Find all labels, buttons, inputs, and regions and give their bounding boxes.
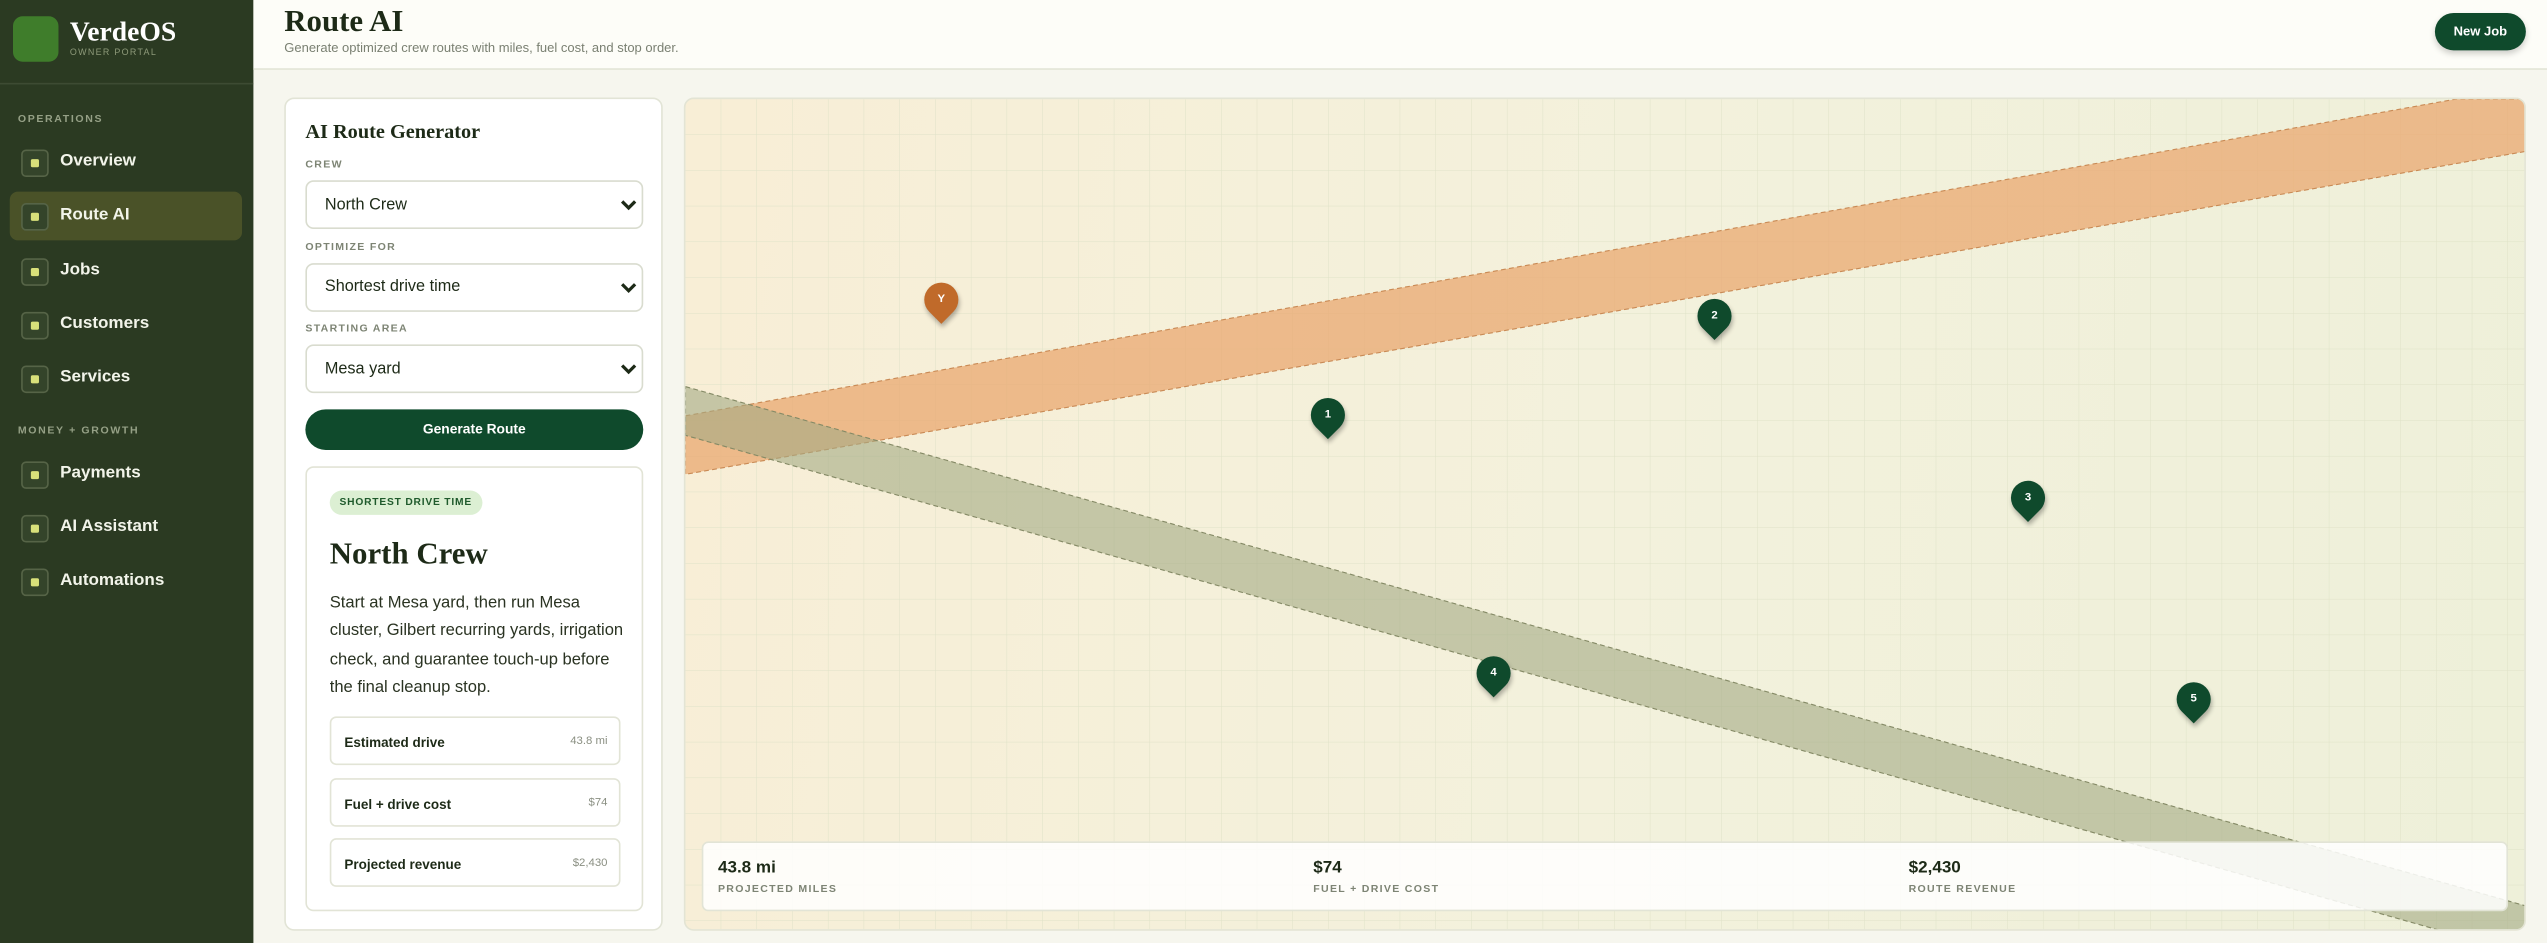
- nav-item[interactable]: Payments: [10, 449, 242, 498]
- section-label: OPERATIONS: [17, 113, 104, 126]
- map-pin: 1: [1302, 390, 1352, 440]
- metric-label: Fuel + drive cost: [344, 795, 452, 812]
- nav-item[interactable]: Services: [10, 354, 242, 403]
- map-pin: 3: [2003, 473, 2052, 522]
- field-select[interactable]: Mesa yard: [305, 344, 644, 394]
- nav-label: Services: [60, 367, 131, 387]
- metric-label: Projected revenue: [344, 856, 462, 873]
- nav-label: Overview: [60, 151, 136, 171]
- nav-item[interactable]: Route AI: [9, 192, 243, 241]
- nav-icon: [21, 514, 49, 543]
- map-pin: 4: [1468, 649, 1517, 698]
- nav-label: Jobs: [60, 259, 100, 279]
- page-title: Route AI: [284, 4, 404, 39]
- generate-button[interactable]: Generate Route: [305, 409, 644, 450]
- pin-label: 5: [2189, 693, 2197, 705]
- result-description: Start at Mesa yard, then run Mesa cluste…: [329, 594, 624, 698]
- nav-icon: [21, 365, 49, 394]
- badge: SHORTEST DRIVE TIME: [329, 490, 482, 515]
- metric-label: Estimated drive: [344, 734, 445, 751]
- nav-label: Automations: [60, 570, 165, 590]
- nav-icon: [21, 203, 49, 232]
- logo: [12, 16, 59, 62]
- nav-icon: [21, 460, 49, 489]
- field-label: OPTIMIZE FOR: [305, 241, 397, 253]
- nav-icon: [21, 149, 49, 178]
- map-layer: [685, 99, 2525, 930]
- metric-value: 43.8 mi: [570, 735, 608, 748]
- stat-label: FUEL + DRIVE COST: [1313, 883, 1440, 896]
- sidebar: VerdeOS OWNER PORTAL OPERATIONS Overview R…: [0, 0, 254, 943]
- pin-label: 4: [1489, 667, 1496, 679]
- nav-item[interactable]: Overview: [10, 138, 242, 187]
- stats-bar: 43.8 mi PROJECTED MILES $74 FUEL + DRIVE CO…: [701, 841, 2509, 912]
- grid: [685, 99, 2525, 930]
- pin-label: 1: [1323, 409, 1331, 421]
- nav-item[interactable]: Jobs: [10, 246, 242, 295]
- tagline: OWNER PORTAL: [69, 48, 158, 59]
- map-pin: 5: [2168, 675, 2218, 724]
- stat-value: $2,430: [1908, 857, 1961, 878]
- nav-label: Payments: [60, 462, 141, 482]
- nav-item[interactable]: AI Assistant: [10, 503, 242, 552]
- new-job-button[interactable]: New Job: [2434, 12, 2526, 51]
- pin-label: 2: [1710, 310, 1717, 322]
- nav-item[interactable]: Customers: [10, 300, 242, 349]
- route-map: 43.8 mi PROJECTED MILES $74 FUEL + DRIVE CO…: [683, 97, 2526, 931]
- header: Route AI Generate optimized crew routes …: [253, 0, 2547, 70]
- nav-label: Customers: [60, 313, 150, 333]
- pin-label: Y: [936, 294, 945, 306]
- stat-label: ROUTE REVENUE: [1908, 883, 2017, 896]
- map-pin: Y: [916, 275, 965, 324]
- nav-icon: [21, 568, 49, 597]
- divider: [0, 82, 254, 85]
- map-pin: 2: [1689, 291, 1738, 341]
- form-title: AI Route Generator: [305, 120, 481, 143]
- metric-row: Projected revenue $2,430: [329, 838, 621, 887]
- nav-label: AI Assistant: [60, 516, 159, 536]
- metric-row: Estimated drive 43.8 mi: [329, 716, 621, 766]
- metric-value: $2,430: [572, 857, 608, 870]
- section-label: MONEY + GROWTH: [17, 424, 140, 437]
- route-band: [685, 386, 2525, 930]
- stat-value: $74: [1313, 857, 1342, 878]
- route-band: [685, 99, 2525, 475]
- field-label: CREW: [305, 159, 343, 171]
- nav-icon: [21, 257, 49, 286]
- page-subtitle: Generate optimized crew routes with mile…: [284, 40, 679, 56]
- nav-item[interactable]: Automations: [10, 557, 242, 606]
- result-card: SHORTEST DRIVE TIME North Crew Start at …: [305, 466, 644, 912]
- nav-label: Route AI: [60, 205, 130, 225]
- metric-row: Fuel + drive cost $74: [329, 777, 621, 826]
- pin-label: 3: [2024, 492, 2031, 504]
- field-select[interactable]: Shortest drive time: [305, 262, 644, 312]
- field-select[interactable]: North Crew: [305, 180, 644, 230]
- nav-icon: [21, 311, 49, 340]
- metric-value: $74: [588, 796, 608, 809]
- route-form: AI Route Generator Generate Route SHORTE…: [284, 97, 663, 931]
- stat-value: 43.8 mi: [717, 857, 776, 878]
- brand: VerdeOS: [69, 16, 177, 48]
- field-label: STARTING AREA: [305, 323, 408, 335]
- stat-label: PROJECTED MILES: [717, 883, 838, 896]
- result-title: North Crew: [329, 537, 488, 572]
